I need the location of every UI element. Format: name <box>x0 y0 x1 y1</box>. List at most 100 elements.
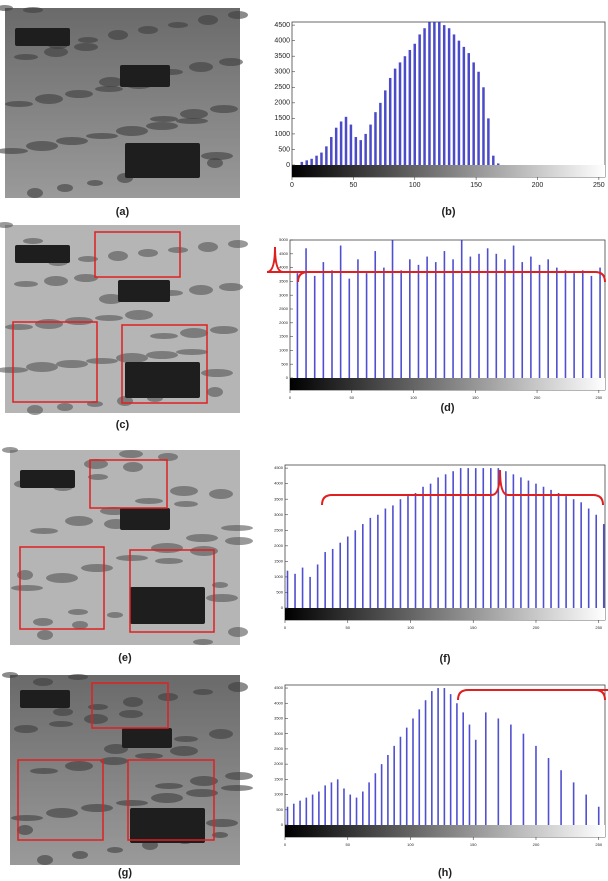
y-tick-label: 1500 <box>274 558 284 563</box>
caption: (c) <box>116 419 130 431</box>
bar <box>433 22 436 165</box>
bar <box>550 490 552 608</box>
bar <box>379 103 382 165</box>
bar <box>510 725 512 825</box>
bush <box>44 276 68 286</box>
bar <box>548 758 550 825</box>
bar <box>463 47 466 165</box>
bar <box>332 549 334 608</box>
bush <box>225 772 253 780</box>
bush <box>84 714 108 724</box>
bar <box>490 468 492 608</box>
y-tick-label: 2500 <box>274 84 290 91</box>
x-tick-label: 0 <box>289 395 292 400</box>
bush <box>221 785 253 791</box>
bush <box>56 360 88 368</box>
bar <box>301 162 304 165</box>
bush <box>14 281 38 287</box>
bush <box>225 537 253 545</box>
bush <box>65 761 93 771</box>
bar <box>444 688 446 825</box>
bush <box>176 349 208 355</box>
bar <box>458 41 461 165</box>
bar <box>528 481 530 608</box>
bush <box>180 109 208 119</box>
bar <box>588 509 590 608</box>
bar <box>582 270 584 378</box>
bar <box>492 156 495 165</box>
brace <box>322 470 603 505</box>
bush <box>228 11 248 19</box>
bush <box>88 704 108 710</box>
vehicle <box>118 280 170 302</box>
bar <box>521 262 523 378</box>
bush <box>201 369 233 377</box>
x-tick-label: 200 <box>533 842 540 847</box>
y-tick-label: 1000 <box>274 574 284 579</box>
bar <box>294 574 296 608</box>
bush <box>193 639 213 645</box>
bar <box>505 471 507 608</box>
bar <box>498 718 500 825</box>
bush <box>107 847 123 853</box>
x-tick-label: 150 <box>472 395 479 400</box>
bush <box>68 609 88 615</box>
bush <box>65 516 93 526</box>
bar <box>437 688 439 825</box>
y-tick-label: 3500 <box>279 278 289 283</box>
bar <box>413 44 416 165</box>
bar <box>472 62 475 165</box>
bar <box>452 259 454 378</box>
bar <box>399 62 402 165</box>
caption: (h) <box>438 867 452 879</box>
bar <box>475 740 477 825</box>
bar <box>325 146 328 165</box>
bush <box>219 58 243 66</box>
bar <box>477 72 480 165</box>
bar <box>452 471 454 608</box>
vehicle <box>15 28 70 46</box>
bar <box>323 262 325 378</box>
bar <box>418 34 421 165</box>
y-tick-label: 3000 <box>274 731 284 736</box>
bar <box>482 468 484 608</box>
bar <box>482 87 485 165</box>
x-tick-label: 200 <box>532 182 544 189</box>
bar <box>573 499 575 608</box>
bush <box>57 403 73 411</box>
bush <box>86 358 118 364</box>
bar <box>343 788 345 825</box>
figure: (a)(c)(e)(g)0500100015002000250030003500… <box>0 0 608 881</box>
bar <box>418 709 420 825</box>
bush <box>44 47 68 57</box>
bar <box>362 792 364 825</box>
bar <box>598 807 600 825</box>
bush <box>155 558 183 564</box>
y-tick-label: 1000 <box>274 131 290 138</box>
x-tick-label: 250 <box>595 625 602 630</box>
bush <box>228 627 248 637</box>
y-tick-label: 0 <box>281 605 284 610</box>
y-tick-label: 3000 <box>274 512 284 517</box>
bush <box>168 247 188 253</box>
bar <box>599 268 601 378</box>
bar <box>404 56 407 165</box>
bush <box>146 351 178 359</box>
y-tick-label: 4000 <box>279 265 289 270</box>
bar <box>369 125 372 165</box>
bar <box>475 468 477 608</box>
bush <box>207 387 223 397</box>
bar <box>456 703 458 825</box>
y-tick-label: 1500 <box>279 334 289 339</box>
bush <box>135 498 163 504</box>
bar <box>349 795 351 825</box>
bar <box>443 25 446 165</box>
y-tick-label: 0 <box>281 822 284 827</box>
y-tick-label: 2000 <box>279 320 289 325</box>
bar <box>539 265 541 378</box>
bar <box>340 246 342 378</box>
bush <box>5 101 33 107</box>
bush <box>23 7 43 13</box>
bush <box>2 447 18 453</box>
x-tick-label: 100 <box>407 625 414 630</box>
